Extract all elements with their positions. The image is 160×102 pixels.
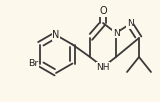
Text: N: N bbox=[52, 30, 60, 40]
Text: NH: NH bbox=[96, 63, 110, 72]
Text: N: N bbox=[113, 28, 119, 38]
Text: N: N bbox=[127, 19, 133, 28]
Text: O: O bbox=[99, 6, 107, 16]
Text: Br: Br bbox=[28, 59, 39, 68]
